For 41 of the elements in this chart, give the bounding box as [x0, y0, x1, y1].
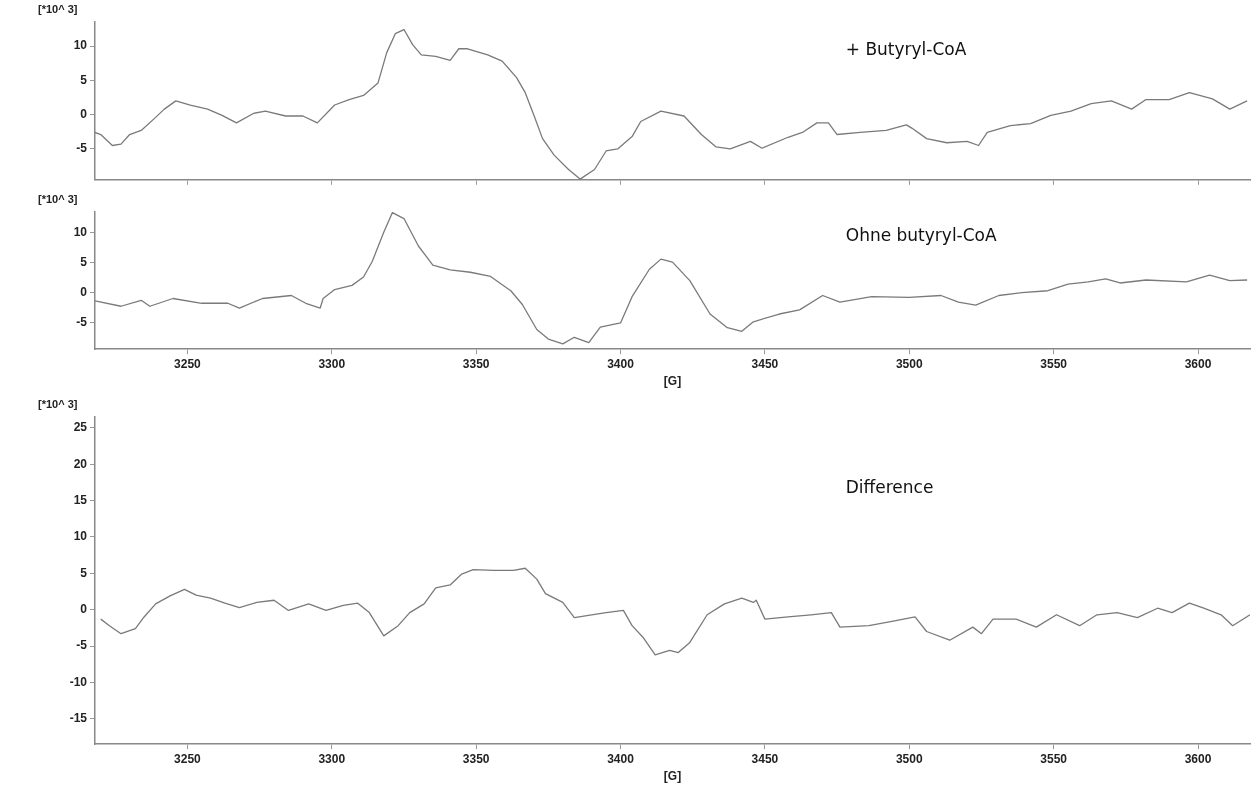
x-tick-label: 3600 — [1184, 751, 1212, 766]
x-tick-label: 3400 — [607, 356, 635, 371]
y-tick-label: 5 — [80, 72, 88, 87]
x-tick-label: 3300 — [318, 356, 346, 371]
x-tick-label: 3250 — [174, 356, 202, 371]
y-axis-title: [*10^ 3] — [38, 397, 78, 410]
x-tick-label: 3350 — [462, 751, 490, 766]
x-axis-title: [G] — [663, 374, 682, 389]
y-axis-title: [*10^ 3] — [38, 2, 78, 15]
y-tick-label: 0 — [80, 106, 88, 121]
x-axis-title: [G] — [663, 769, 682, 784]
y-axis-title: [*10^ 3] — [38, 192, 78, 205]
y-tick-label: 0 — [80, 284, 88, 299]
y-tick-label: 10 — [73, 38, 88, 53]
y-tick-label: -5 — [76, 314, 88, 329]
y-tick-label: 10 — [73, 225, 88, 240]
x-tick-label: 3400 — [607, 751, 635, 766]
y-tick-label: 5 — [80, 565, 88, 580]
x-tick-label: 3550 — [1040, 751, 1068, 766]
x-tick-label: 3350 — [462, 356, 490, 371]
y-tick-label: 20 — [73, 456, 88, 471]
y-tick-label: -10 — [69, 674, 88, 689]
text: Ohne butyryl-CoA — [845, 225, 998, 246]
x-tick-label: 3500 — [895, 356, 923, 371]
y-tick-label: 5 — [80, 255, 88, 270]
y-tick-label: -15 — [69, 711, 88, 726]
x-tick-label: 3450 — [751, 751, 779, 766]
y-tick-label: 0 — [80, 602, 88, 616]
x-tick-label: 3600 — [1184, 356, 1212, 371]
x-tick-label: 3250 — [174, 751, 202, 766]
x-tick-label: 3500 — [895, 751, 923, 766]
y-tick-label: -5 — [76, 141, 88, 156]
x-tick-label: 3450 — [751, 356, 779, 371]
y-tick-label: -5 — [76, 638, 88, 653]
text: Difference — [845, 477, 934, 498]
x-tick-label: 3550 — [1040, 356, 1068, 371]
x-tick-label: 3300 — [318, 751, 346, 766]
y-tick-label: 25 — [73, 420, 88, 435]
y-tick-label: 10 — [73, 529, 88, 544]
y-tick-label: 15 — [73, 492, 88, 507]
text: + Butyryl-CoA — [845, 38, 967, 59]
